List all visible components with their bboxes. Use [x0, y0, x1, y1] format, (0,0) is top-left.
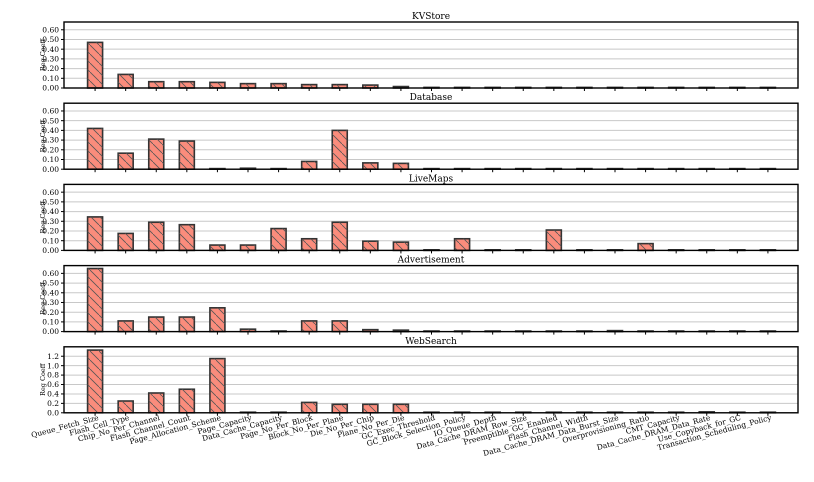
- panel-kvstore: 0.000.100.200.300.400.500.60 KVStore Reg C…: [39, 12, 799, 93]
- panel-title: Advertisement: [397, 256, 465, 266]
- y-tick-label: 0.60: [42, 107, 59, 116]
- bar: [209, 307, 226, 333]
- bar: [178, 388, 196, 414]
- y-tick-label: 0.10: [42, 236, 59, 245]
- y-tick-label: 0.10: [42, 155, 59, 164]
- y-tick-label: 0.10: [42, 74, 59, 83]
- y-tick-label: 0.40: [42, 45, 59, 54]
- bar: [147, 316, 165, 333]
- y-tick-label: 0.4: [47, 390, 59, 399]
- y-tick-label: 0.30: [42, 54, 59, 63]
- bar: [300, 237, 318, 252]
- y-tick-label: 0.00: [42, 327, 59, 336]
- y-tick-label: 0.60: [42, 188, 59, 197]
- bar: [453, 237, 471, 252]
- bar: [117, 73, 134, 89]
- bar: [392, 403, 410, 414]
- y-tick-label: 0.20: [42, 145, 59, 154]
- bar: [331, 221, 349, 252]
- y-tick-label: 0.30: [42, 298, 59, 307]
- bar: [147, 138, 165, 171]
- bar: [362, 403, 379, 414]
- y-tick-label: 0.00: [42, 246, 59, 255]
- y-tick-label: 0.8: [47, 371, 59, 380]
- y-axis-label: Reg Coeff: [39, 281, 47, 315]
- bar: [86, 41, 104, 89]
- y-tick-label: 0.2: [47, 399, 59, 408]
- bar: [117, 320, 134, 333]
- bar: [86, 216, 104, 252]
- y-tick-label: 0.30: [42, 217, 59, 226]
- y-tick-label: 0.40: [42, 126, 59, 135]
- bar: [545, 229, 563, 252]
- bar: [362, 240, 379, 252]
- bar: [86, 127, 104, 170]
- bar: [86, 349, 104, 414]
- bar: [209, 244, 226, 252]
- y-tick-label: 0.40: [42, 288, 59, 297]
- bar: [117, 232, 134, 252]
- y-axis-label: Reg Coeff: [39, 37, 47, 71]
- bar: [209, 81, 226, 89]
- bar: [117, 400, 134, 414]
- y-tick-label: 0.20: [42, 308, 59, 317]
- bar: [637, 242, 654, 252]
- y-tick-label: 0.20: [42, 64, 59, 73]
- panel-title: LiveMaps: [409, 174, 454, 184]
- bar: [147, 392, 165, 414]
- y-tick-label: 0.10: [42, 317, 59, 326]
- bar: [300, 160, 318, 170]
- y-tick-label: 0.0: [47, 408, 59, 417]
- bar: [178, 316, 196, 333]
- y-tick-label: 1.2: [47, 352, 59, 361]
- bar: [362, 162, 379, 170]
- panel-livemaps: 0.000.100.200.300.400.500.60 LiveMaps Reg …: [39, 174, 799, 255]
- y-tick-label: 0.00: [42, 165, 59, 174]
- bar: [331, 129, 349, 170]
- bar: [178, 223, 196, 252]
- y-tick-label: 0.50: [42, 116, 59, 125]
- x-axis-tick-labels: Queue_Fetch_SizeFlash_Cell_TypeChip_No_P…: [30, 413, 773, 458]
- y-axis-label: Reg Coeff: [39, 119, 47, 153]
- y-tick-label: 1.0: [47, 361, 59, 370]
- bar: [270, 227, 287, 252]
- panel-title: WebSearch: [405, 337, 457, 347]
- bar: [117, 152, 134, 170]
- bar: [331, 403, 349, 414]
- y-tick-label: 0.30: [42, 136, 59, 145]
- y-tick-label: 0.20: [42, 227, 59, 236]
- bar: [300, 401, 318, 414]
- bar: [331, 320, 349, 333]
- y-tick-label: 0.00: [42, 84, 59, 93]
- y-axis-label: Reg Coeff: [39, 362, 47, 396]
- panel-database: 0.000.100.200.300.400.500.60 Database Reg …: [39, 93, 799, 174]
- y-tick-label: 0.60: [42, 269, 59, 278]
- y-tick-label: 0.50: [42, 279, 59, 288]
- bar: [178, 80, 196, 89]
- y-tick-label: 0.6: [47, 380, 59, 389]
- panel-title: KVStore: [412, 12, 450, 22]
- panel-advertisement: 0.000.100.200.300.400.500.60 Advertisemen…: [39, 256, 799, 336]
- y-tick-label: 0.50: [42, 35, 59, 44]
- y-tick-label: 0.50: [42, 197, 59, 206]
- y-tick-label: 0.40: [42, 207, 59, 216]
- bar: [239, 244, 257, 252]
- panel-websearch: 0.00.20.40.60.81.01.2 WebSearch Reg Coeff: [39, 337, 799, 417]
- y-axis-label: Reg Coeff: [39, 200, 47, 234]
- bar: [86, 267, 104, 333]
- bar: [392, 162, 410, 170]
- y-tick-label: 0.60: [42, 25, 59, 34]
- bar: [147, 80, 165, 89]
- bar: [300, 320, 318, 333]
- bar: [392, 241, 410, 252]
- bar: [209, 357, 226, 414]
- bar: [178, 140, 196, 171]
- bar: [147, 221, 165, 252]
- panel-title: Database: [410, 93, 453, 103]
